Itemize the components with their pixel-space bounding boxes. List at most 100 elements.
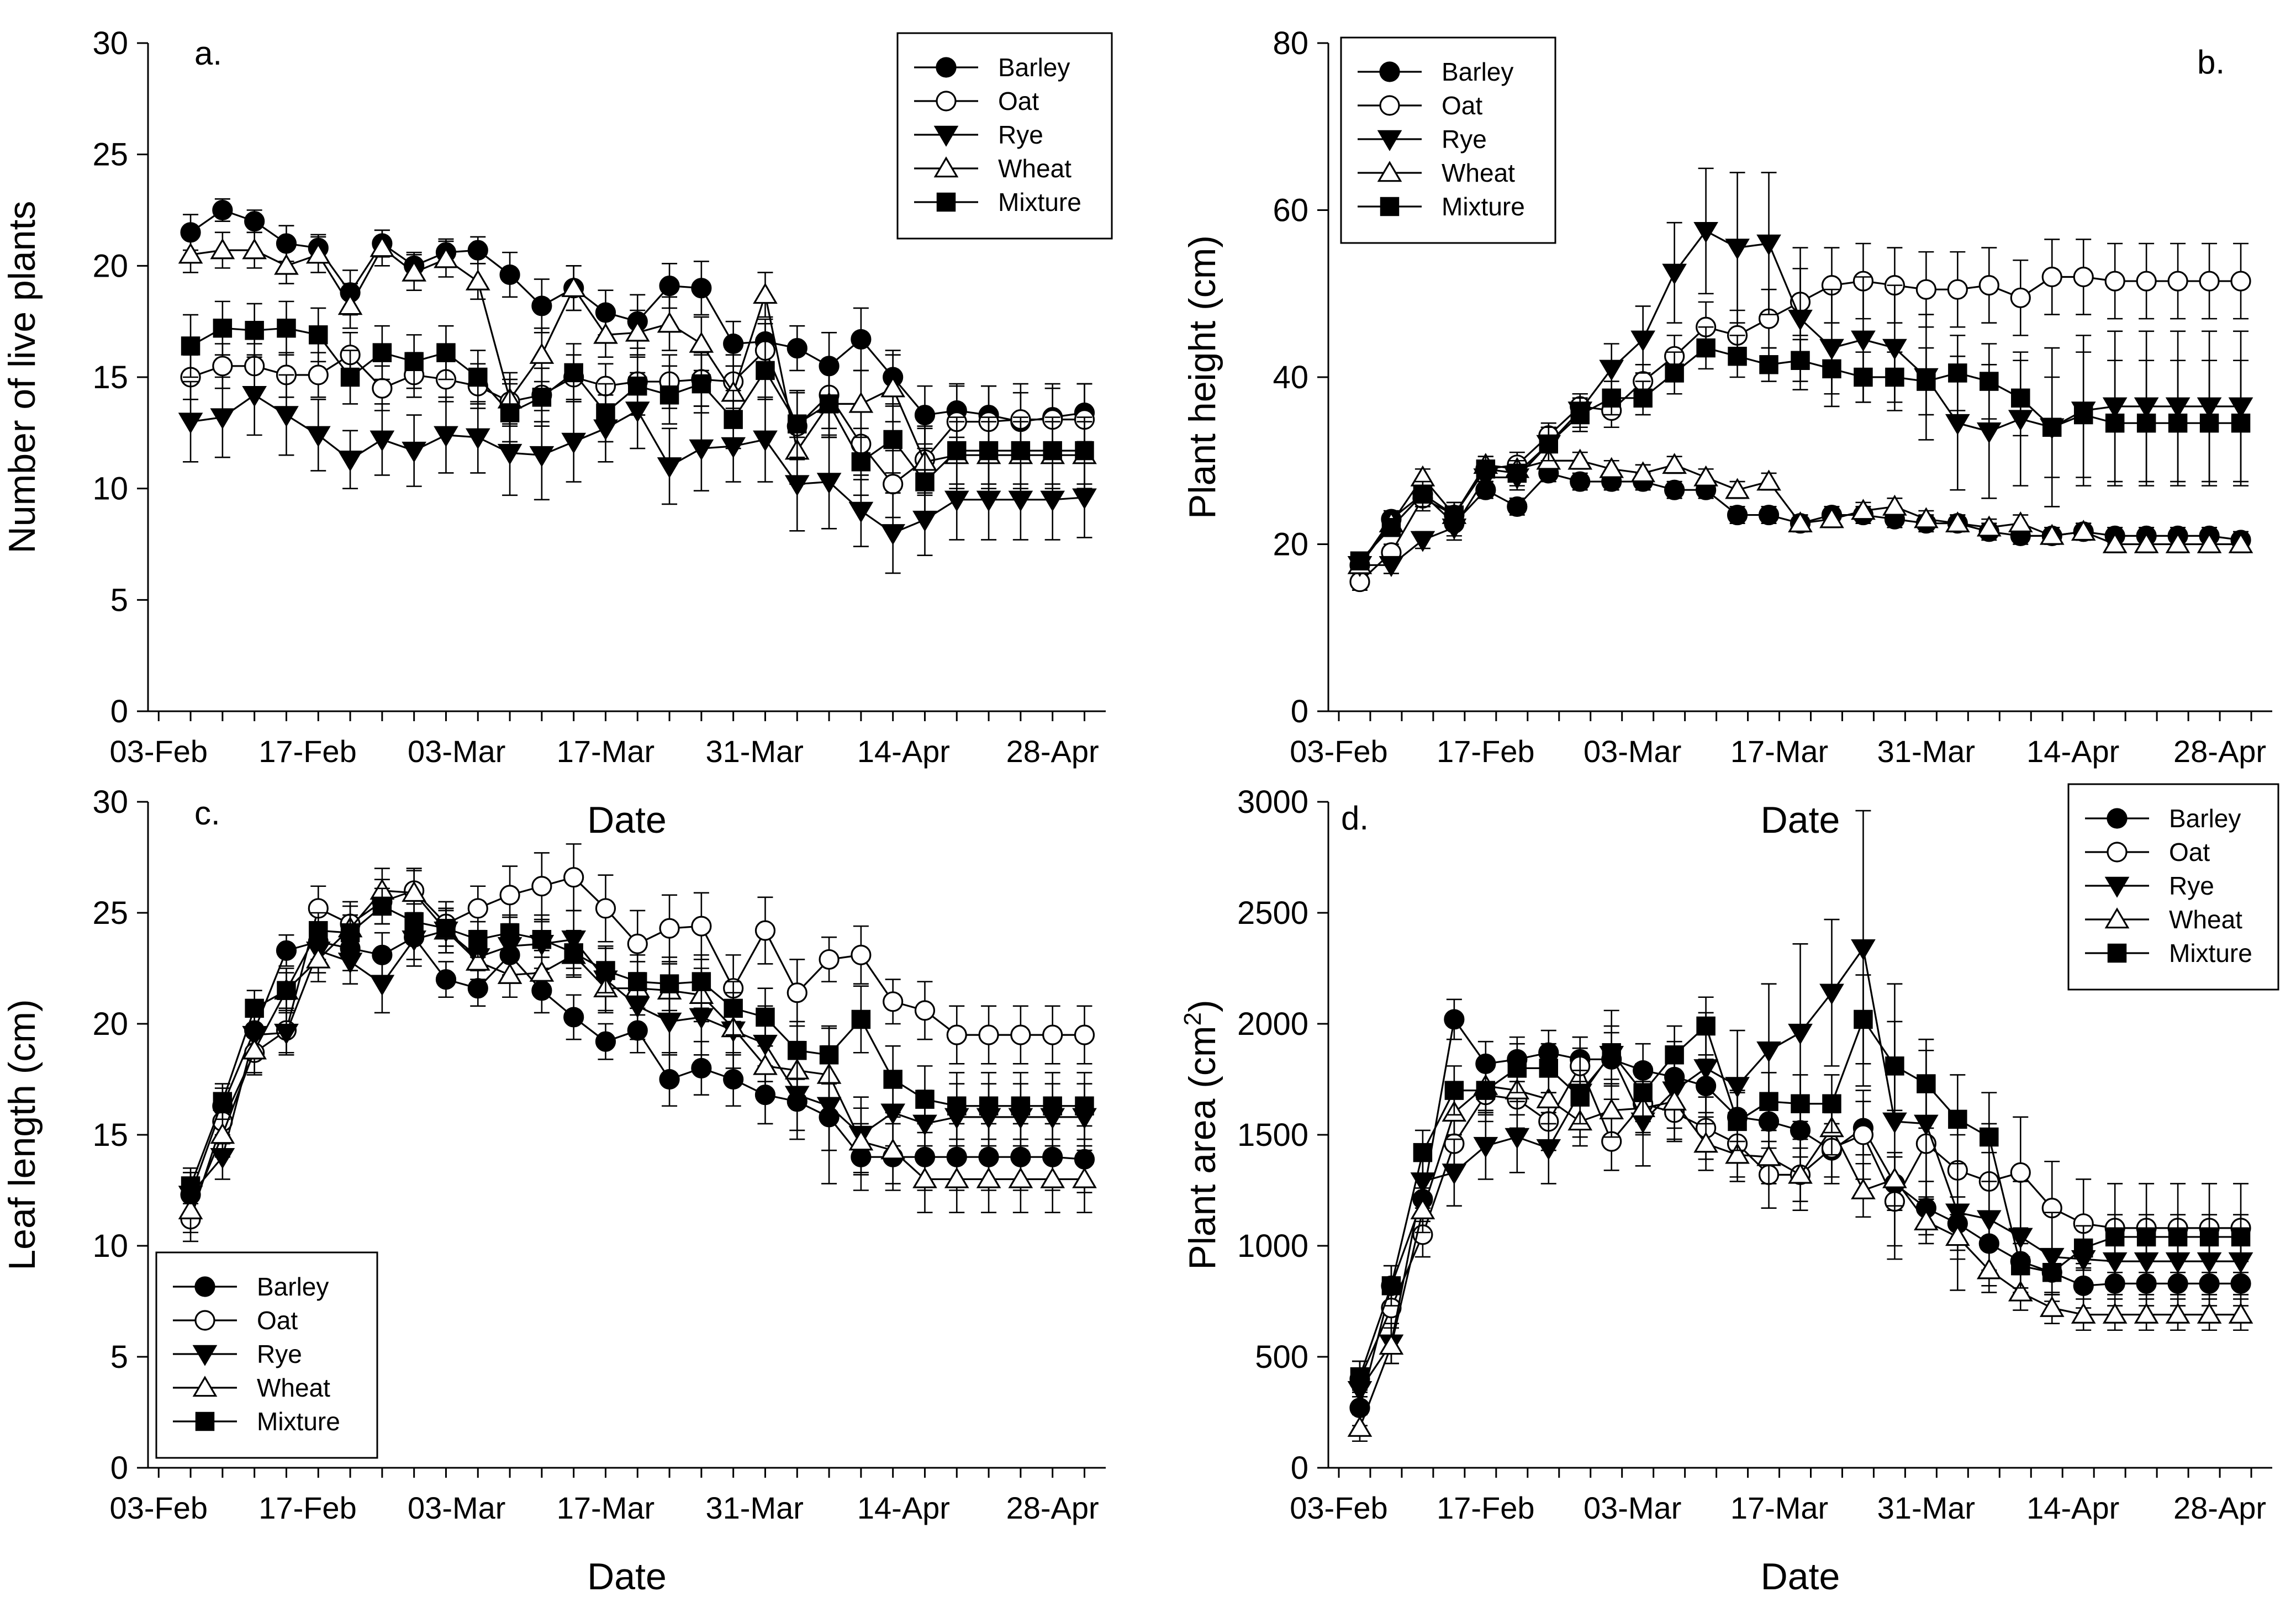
data-point bbox=[1662, 263, 1687, 285]
legend-label: Mixture bbox=[2169, 939, 2252, 967]
panel-label: c. bbox=[194, 795, 220, 832]
legend-marker bbox=[192, 1345, 218, 1366]
x-tick-label: 31-Mar bbox=[1877, 1490, 1975, 1525]
panel-label: a. bbox=[194, 35, 222, 72]
data-point bbox=[2168, 413, 2188, 433]
data-point bbox=[596, 961, 615, 980]
legend-marker bbox=[936, 91, 957, 112]
legend-marker bbox=[194, 1310, 215, 1331]
data-point bbox=[691, 1057, 712, 1079]
data-point bbox=[1976, 422, 2002, 444]
x-tick-label: 17-Feb bbox=[1437, 734, 1534, 769]
data-point bbox=[210, 1123, 235, 1144]
data-point bbox=[340, 367, 360, 387]
legend-label: Mixture bbox=[257, 1407, 340, 1436]
data-point bbox=[1507, 463, 1527, 483]
data-point bbox=[1945, 414, 1970, 435]
y-tick-label: 20 bbox=[92, 248, 128, 284]
data-point bbox=[276, 940, 297, 961]
data-point bbox=[914, 1000, 936, 1021]
data-point bbox=[563, 1007, 584, 1028]
data-point bbox=[1976, 515, 2002, 537]
data-point bbox=[915, 472, 935, 491]
data-point bbox=[692, 374, 711, 394]
data-point bbox=[337, 953, 363, 974]
data-point bbox=[659, 385, 679, 405]
data-point bbox=[1507, 496, 1528, 517]
data-point bbox=[1759, 355, 1778, 374]
data-point bbox=[1008, 490, 1033, 512]
legend-marker bbox=[2104, 907, 2130, 929]
legend-label: Mixture bbox=[1442, 192, 1525, 221]
y-tick-label: 25 bbox=[92, 895, 128, 931]
legend-marker bbox=[2107, 842, 2128, 863]
legend-marker bbox=[1379, 95, 1400, 116]
data-point bbox=[1602, 1043, 1621, 1062]
data-point bbox=[880, 1138, 906, 1160]
data-point bbox=[979, 1096, 999, 1115]
data-point bbox=[724, 998, 743, 1018]
data-point bbox=[465, 949, 490, 971]
data-point bbox=[691, 278, 712, 299]
y-tick-label: 10 bbox=[92, 471, 128, 507]
data-point bbox=[1413, 484, 1433, 504]
data-point bbox=[434, 247, 458, 268]
data-point bbox=[2073, 1238, 2093, 1258]
data-point bbox=[1444, 1009, 1465, 1030]
chart-panel-2: 0 20 40 60 80 03-Feb 17-Feb 03-Mar 17-Mar 31-Mar 1… bbox=[1181, 25, 2272, 841]
data-point bbox=[2136, 1227, 2156, 1247]
data-point bbox=[213, 1092, 233, 1111]
data-point bbox=[1728, 1112, 1747, 1131]
data-point bbox=[402, 260, 427, 282]
data-point bbox=[912, 1167, 937, 1188]
data-point bbox=[532, 929, 552, 949]
data-point bbox=[851, 1009, 871, 1029]
x-tick-label: 17-Feb bbox=[258, 1490, 356, 1525]
legend-label: Rye bbox=[998, 120, 1043, 149]
data-point bbox=[402, 881, 427, 902]
data-point bbox=[434, 426, 458, 447]
data-point bbox=[1756, 1041, 1781, 1062]
data-point bbox=[1665, 363, 1684, 383]
y-tick-label: 25 bbox=[92, 137, 128, 173]
data-point bbox=[628, 376, 647, 396]
data-point bbox=[2010, 1162, 2031, 1183]
data-point bbox=[465, 269, 490, 290]
data-point bbox=[245, 321, 264, 340]
data-point bbox=[1444, 505, 1464, 525]
y-tick-label: 0 bbox=[1291, 1450, 1308, 1486]
data-point bbox=[468, 929, 488, 949]
data-point bbox=[1379, 556, 1404, 578]
data-point bbox=[978, 1024, 999, 1045]
data-point bbox=[370, 236, 395, 257]
data-point bbox=[915, 1090, 935, 1109]
data-point bbox=[819, 394, 839, 414]
data-point bbox=[596, 403, 615, 422]
data-point bbox=[1693, 1059, 1718, 1081]
data-point bbox=[561, 276, 587, 297]
legend-marker bbox=[933, 125, 959, 147]
data-point bbox=[787, 337, 807, 359]
legend-label: Rye bbox=[1442, 125, 1487, 154]
data-point bbox=[1788, 1162, 1813, 1184]
legend-label: Oat bbox=[2169, 838, 2210, 866]
data-point bbox=[2039, 1296, 2065, 1317]
y-tick-label: 80 bbox=[1273, 25, 1308, 61]
data-point bbox=[1819, 984, 1844, 1005]
data-point bbox=[212, 199, 233, 221]
legend-marker bbox=[936, 192, 956, 212]
chart-panel-4: 0 500 1000 1500 2000 2500 3000 03-Feb 17-Feb 03-M… bbox=[1179, 783, 2279, 1598]
data-point bbox=[1410, 1198, 1435, 1219]
data-point bbox=[370, 430, 395, 452]
data-point bbox=[1347, 1415, 1373, 1437]
legend: Barley Oat Rye Wheat Mixture bbox=[155, 1251, 378, 1459]
data-point bbox=[244, 211, 265, 232]
data-point bbox=[1476, 459, 1496, 479]
x-tick-label: 28-Apr bbox=[2173, 1490, 2266, 1525]
data-point bbox=[2010, 287, 2031, 308]
data-point bbox=[723, 333, 744, 355]
legend-marker bbox=[195, 1411, 215, 1431]
data-point bbox=[692, 972, 711, 991]
